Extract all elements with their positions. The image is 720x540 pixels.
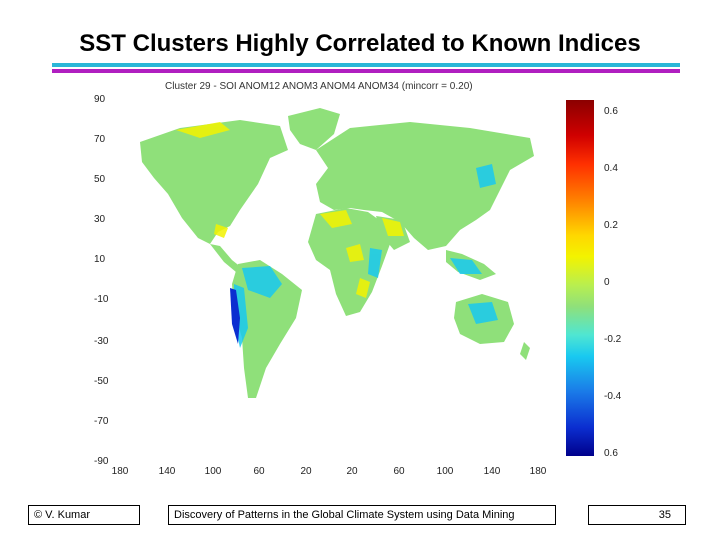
landmass-eurasia <box>316 122 534 250</box>
title-divider-cyan <box>52 63 680 67</box>
landmass-central-america <box>210 244 242 272</box>
x-tick-label: 140 <box>483 466 501 477</box>
colorbar-tick-label: 0 <box>604 277 610 288</box>
y-tick-label: 50 <box>94 174 106 185</box>
negative-anomaly-east-asia <box>476 164 496 188</box>
x-tick-label: 20 <box>300 466 312 477</box>
footer-author: © V. Kumar <box>28 505 140 525</box>
colorbar-tick-label: 0.6 <box>604 448 618 459</box>
footer-subtitle: Discovery of Patterns in the Global Clim… <box>168 505 556 525</box>
positive-anomaly-arabia <box>382 218 404 236</box>
positive-anomaly-sahel <box>346 244 364 262</box>
y-tick-label: 30 <box>94 214 106 225</box>
x-tick-label: 100 <box>436 466 454 477</box>
y-tick-label: -10 <box>94 294 109 305</box>
colorbar-tick-label: 0.4 <box>604 163 618 174</box>
negative-anomaly-australia <box>468 302 498 324</box>
x-tick-label: 180 <box>111 466 129 477</box>
positive-anomaly-mexico <box>214 224 228 238</box>
title-divider-magenta <box>52 69 680 73</box>
strong-negative-anomaly-peru-chile <box>230 288 240 344</box>
colorbar <box>566 100 594 456</box>
map-title: Cluster 29 - SOI ANOM12 ANOM3 ANOM4 ANOM… <box>165 81 473 92</box>
x-tick-label: 140 <box>158 466 176 477</box>
negative-anomaly-east-africa <box>368 248 382 278</box>
colorbar-tick-label: -0.4 <box>604 391 622 402</box>
x-tick-label: 180 <box>529 466 547 477</box>
x-tick-label: 60 <box>253 466 265 477</box>
landmass-new-zealand <box>520 342 530 360</box>
y-tick-label: -30 <box>94 336 109 347</box>
landmass-africa <box>308 208 390 316</box>
slide-title: SST Clusters Highly Correlated to Known … <box>79 30 641 57</box>
colorbar-tick-label: -0.2 <box>604 334 622 345</box>
negative-anomaly-maritime-asia <box>450 258 482 274</box>
y-tick-label: -90 <box>94 456 109 467</box>
x-tick-label: 20 <box>346 466 358 477</box>
y-tick-label: 90 <box>94 94 106 105</box>
colorbar-tick-label: 0.2 <box>604 220 618 231</box>
y-tick-label: 10 <box>94 254 106 265</box>
landmass-north-america <box>140 120 288 244</box>
landmass-south-america <box>232 260 302 398</box>
negative-anomaly-amazon <box>242 266 282 298</box>
x-tick-label: 60 <box>393 466 405 477</box>
landmass-greenland <box>288 108 340 150</box>
y-tick-label: -70 <box>94 416 109 427</box>
page-number: 35 <box>588 505 686 525</box>
positive-anomaly-canada <box>176 122 230 138</box>
positive-anomaly-sahara <box>320 210 352 228</box>
y-tick-label: -50 <box>94 376 109 387</box>
x-tick-label: 100 <box>204 466 222 477</box>
colorbar-tick-label: 0.6 <box>604 106 618 117</box>
correlation-world-map <box>140 108 534 398</box>
positive-anomaly-southern-africa <box>356 278 370 298</box>
y-tick-label: 70 <box>94 134 106 145</box>
